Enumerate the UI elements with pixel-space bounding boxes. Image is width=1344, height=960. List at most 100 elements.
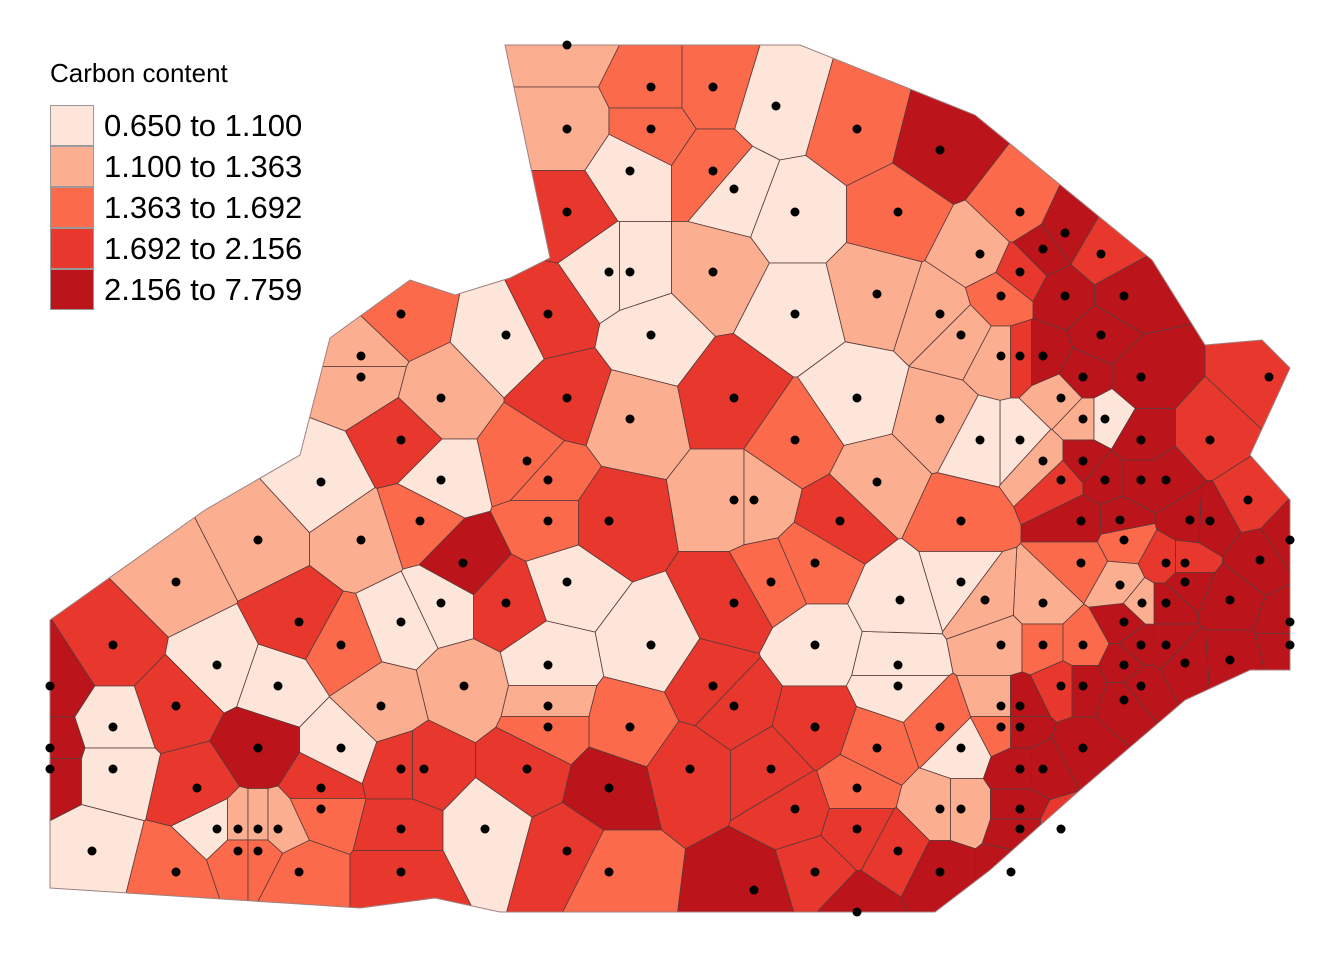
sample-point xyxy=(458,558,468,568)
sample-point xyxy=(604,516,614,526)
sample-point xyxy=(543,701,553,711)
legend-swatch xyxy=(50,146,94,187)
sample-point xyxy=(956,330,966,340)
sample-point xyxy=(1180,658,1190,668)
sample-point xyxy=(212,824,222,834)
sample-point xyxy=(396,435,406,445)
sample-point xyxy=(543,516,553,526)
sample-point xyxy=(766,577,776,587)
sample-point xyxy=(996,640,1006,650)
sample-point xyxy=(729,701,739,711)
sample-point xyxy=(729,495,739,505)
sample-point xyxy=(108,764,118,774)
sample-point xyxy=(543,660,553,670)
sample-point xyxy=(708,82,718,92)
legend-swatch xyxy=(50,269,94,310)
sample-point xyxy=(1264,372,1274,382)
sample-point xyxy=(852,783,862,793)
sample-point xyxy=(1096,249,1106,259)
sample-point xyxy=(396,309,406,319)
sample-point xyxy=(294,867,304,877)
sample-point xyxy=(980,595,990,605)
sample-point xyxy=(1100,475,1110,485)
sample-point xyxy=(1078,681,1088,691)
sample-point xyxy=(396,824,406,834)
sample-point xyxy=(956,577,966,587)
voronoi-cell xyxy=(1083,560,1146,608)
sample-point xyxy=(935,414,945,424)
sample-point xyxy=(356,372,366,382)
sample-point xyxy=(562,124,572,134)
sample-point xyxy=(1078,372,1088,382)
sample-point xyxy=(1119,617,1129,627)
sample-point xyxy=(1161,598,1171,608)
sample-point xyxy=(1100,414,1110,424)
sample-point xyxy=(852,393,862,403)
voronoi-cell xyxy=(1070,45,1290,286)
sample-point xyxy=(253,846,263,856)
sample-point xyxy=(1076,558,1086,568)
sample-point xyxy=(1119,535,1129,545)
voronoi-cell xyxy=(237,839,351,912)
sample-point xyxy=(1076,516,1086,526)
sample-point xyxy=(893,681,903,691)
sample-point xyxy=(562,393,572,403)
sample-point xyxy=(1006,867,1016,877)
sample-point xyxy=(646,330,656,340)
sample-point xyxy=(872,477,882,487)
sample-point xyxy=(273,824,283,834)
voronoi-cell xyxy=(847,537,943,635)
sample-point xyxy=(1136,681,1146,691)
sample-point xyxy=(1161,475,1171,485)
legend-swatch xyxy=(50,105,94,146)
legend-label: 1.692 to 2.156 xyxy=(104,230,303,266)
sample-point xyxy=(316,477,326,487)
sample-point xyxy=(996,351,1006,361)
sample-point xyxy=(316,783,326,793)
sample-point xyxy=(749,885,759,895)
sample-point xyxy=(1015,804,1025,814)
sample-point xyxy=(1056,475,1066,485)
sample-point xyxy=(436,393,446,403)
legend-item: 1.363 to 1.692 xyxy=(50,187,302,228)
sample-point xyxy=(975,435,985,445)
sample-point xyxy=(1056,681,1066,691)
sample-points xyxy=(45,40,1295,917)
sample-point xyxy=(171,867,181,877)
legend-item: 1.692 to 2.156 xyxy=(50,228,302,269)
sample-point xyxy=(1078,456,1088,466)
sample-point xyxy=(436,598,446,608)
sample-point xyxy=(1015,207,1025,217)
legend-swatch xyxy=(50,228,94,269)
legend-item: 1.100 to 1.363 xyxy=(50,146,302,187)
voronoi-cell xyxy=(50,716,86,759)
sample-point xyxy=(852,907,862,917)
sample-point xyxy=(1225,595,1235,605)
sample-point xyxy=(192,783,202,793)
voronoi-cell xyxy=(792,870,932,912)
sample-point xyxy=(646,640,656,650)
sample-point xyxy=(562,207,572,217)
sample-point xyxy=(1015,267,1025,277)
sample-point xyxy=(108,640,118,650)
sample-point xyxy=(852,124,862,134)
sample-point xyxy=(872,289,882,299)
sample-point xyxy=(562,577,572,587)
voronoi-cell xyxy=(851,630,954,676)
sample-point xyxy=(356,535,366,545)
sample-point xyxy=(1180,558,1190,568)
sample-point xyxy=(604,867,614,877)
sample-point xyxy=(1038,456,1048,466)
sample-point xyxy=(501,598,511,608)
sample-point xyxy=(646,124,656,134)
sample-point xyxy=(766,764,776,774)
sample-point xyxy=(543,309,553,319)
sample-point xyxy=(480,824,490,834)
sample-point xyxy=(625,722,635,732)
sample-point xyxy=(1056,393,1066,403)
sample-point xyxy=(996,291,1006,301)
sample-point xyxy=(294,617,304,627)
sample-point xyxy=(685,764,695,774)
sample-point xyxy=(604,783,614,793)
sample-point xyxy=(562,846,572,856)
